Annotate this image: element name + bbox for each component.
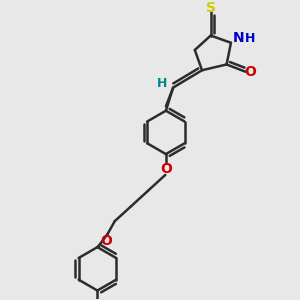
Text: N: N bbox=[232, 32, 244, 46]
Text: O: O bbox=[245, 65, 256, 79]
Text: O: O bbox=[160, 161, 172, 176]
Text: H: H bbox=[156, 77, 167, 90]
Text: O: O bbox=[100, 233, 112, 248]
Text: H: H bbox=[244, 32, 255, 45]
Text: S: S bbox=[206, 1, 216, 15]
